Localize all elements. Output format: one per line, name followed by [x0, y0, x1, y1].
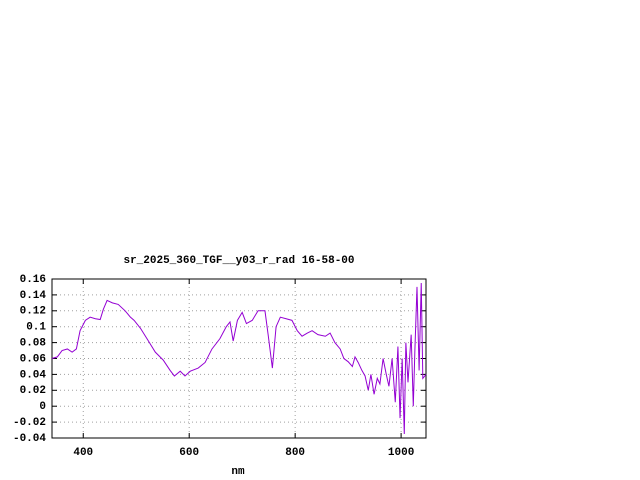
y-tick-label: 0.12 — [20, 306, 46, 318]
x-axis-label: nm — [231, 466, 245, 478]
y-tick-label: 0.1 — [26, 322, 46, 334]
y-tick-label: -0.02 — [13, 417, 46, 429]
y-tick-label: 0.02 — [20, 385, 46, 397]
y-tick-label: 0 — [39, 401, 46, 413]
x-tick-label: 1000 — [388, 447, 414, 459]
data-line — [51, 282, 427, 435]
y-tick-label: 0.16 — [20, 274, 46, 286]
y-tick-label: 0.06 — [20, 353, 46, 365]
y-tick-label: 0.08 — [20, 338, 47, 350]
y-tick-label: 0.04 — [20, 369, 47, 381]
x-tick-label: 600 — [179, 447, 199, 459]
y-tick-label: 0.14 — [20, 290, 47, 302]
x-tick-label: 800 — [285, 447, 305, 459]
chart-title: sr_2025_360_TGF__y03_r_rad 16-58-00 — [123, 255, 354, 267]
y-tick-label: -0.04 — [13, 433, 46, 445]
x-tick-label: 400 — [73, 447, 93, 459]
